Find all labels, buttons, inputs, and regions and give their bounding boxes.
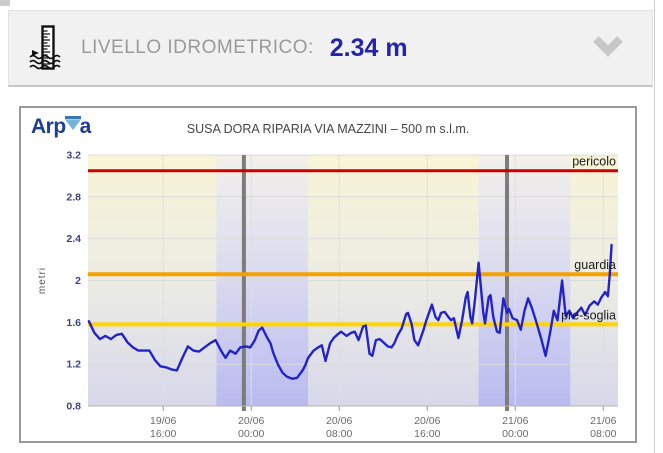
svg-text:2.4: 2.4: [66, 233, 81, 245]
hydrometric-gauge-icon: [29, 24, 61, 70]
collapse-toggle[interactable]: [592, 35, 624, 62]
arpa-logo: Arp a: [31, 114, 91, 140]
svg-text:pre-soglia: pre-soglia: [561, 308, 616, 322]
hydrometric-chart: 19/06 16:00 20/06 00:00 20/06 08:00 20/06 16:00…: [37, 150, 618, 440]
svg-text:0.8: 0.8: [66, 401, 81, 413]
arpa-logo-text-right: a: [79, 115, 92, 138]
svg-text:2: 2: [75, 275, 81, 287]
level-value: 2.34 m: [329, 33, 408, 62]
svg-text:metri: metri: [37, 267, 48, 294]
svg-text:1.6: 1.6: [66, 317, 81, 329]
arpa-logo-triangle-icon: [64, 116, 81, 130]
chevron-down-icon[interactable]: [592, 35, 624, 57]
section-label: LIVELLO IDROMETRICO:: [81, 37, 314, 58]
svg-text:pericolo: pericolo: [572, 155, 616, 169]
svg-text:guardia: guardia: [574, 258, 616, 272]
chart-title: SUSA DORA RIPARIA VIA MAZZINI – 500 m s.…: [186, 122, 470, 136]
svg-text:1.2: 1.2: [66, 359, 81, 371]
svg-text:2.8: 2.8: [66, 191, 81, 203]
arpa-logo-text-left: Arp: [31, 115, 66, 138]
page-corner-artifact: [0, 0, 10, 6]
hydrometric-section-header[interactable]: LIVELLO IDROMETRICO: 2.34 m: [8, 10, 653, 87]
svg-text:3.2: 3.2: [66, 150, 81, 162]
chart-panel: Arp a SUSA DORA RIPARIA VIA MAZZINI – 50…: [19, 106, 637, 443]
